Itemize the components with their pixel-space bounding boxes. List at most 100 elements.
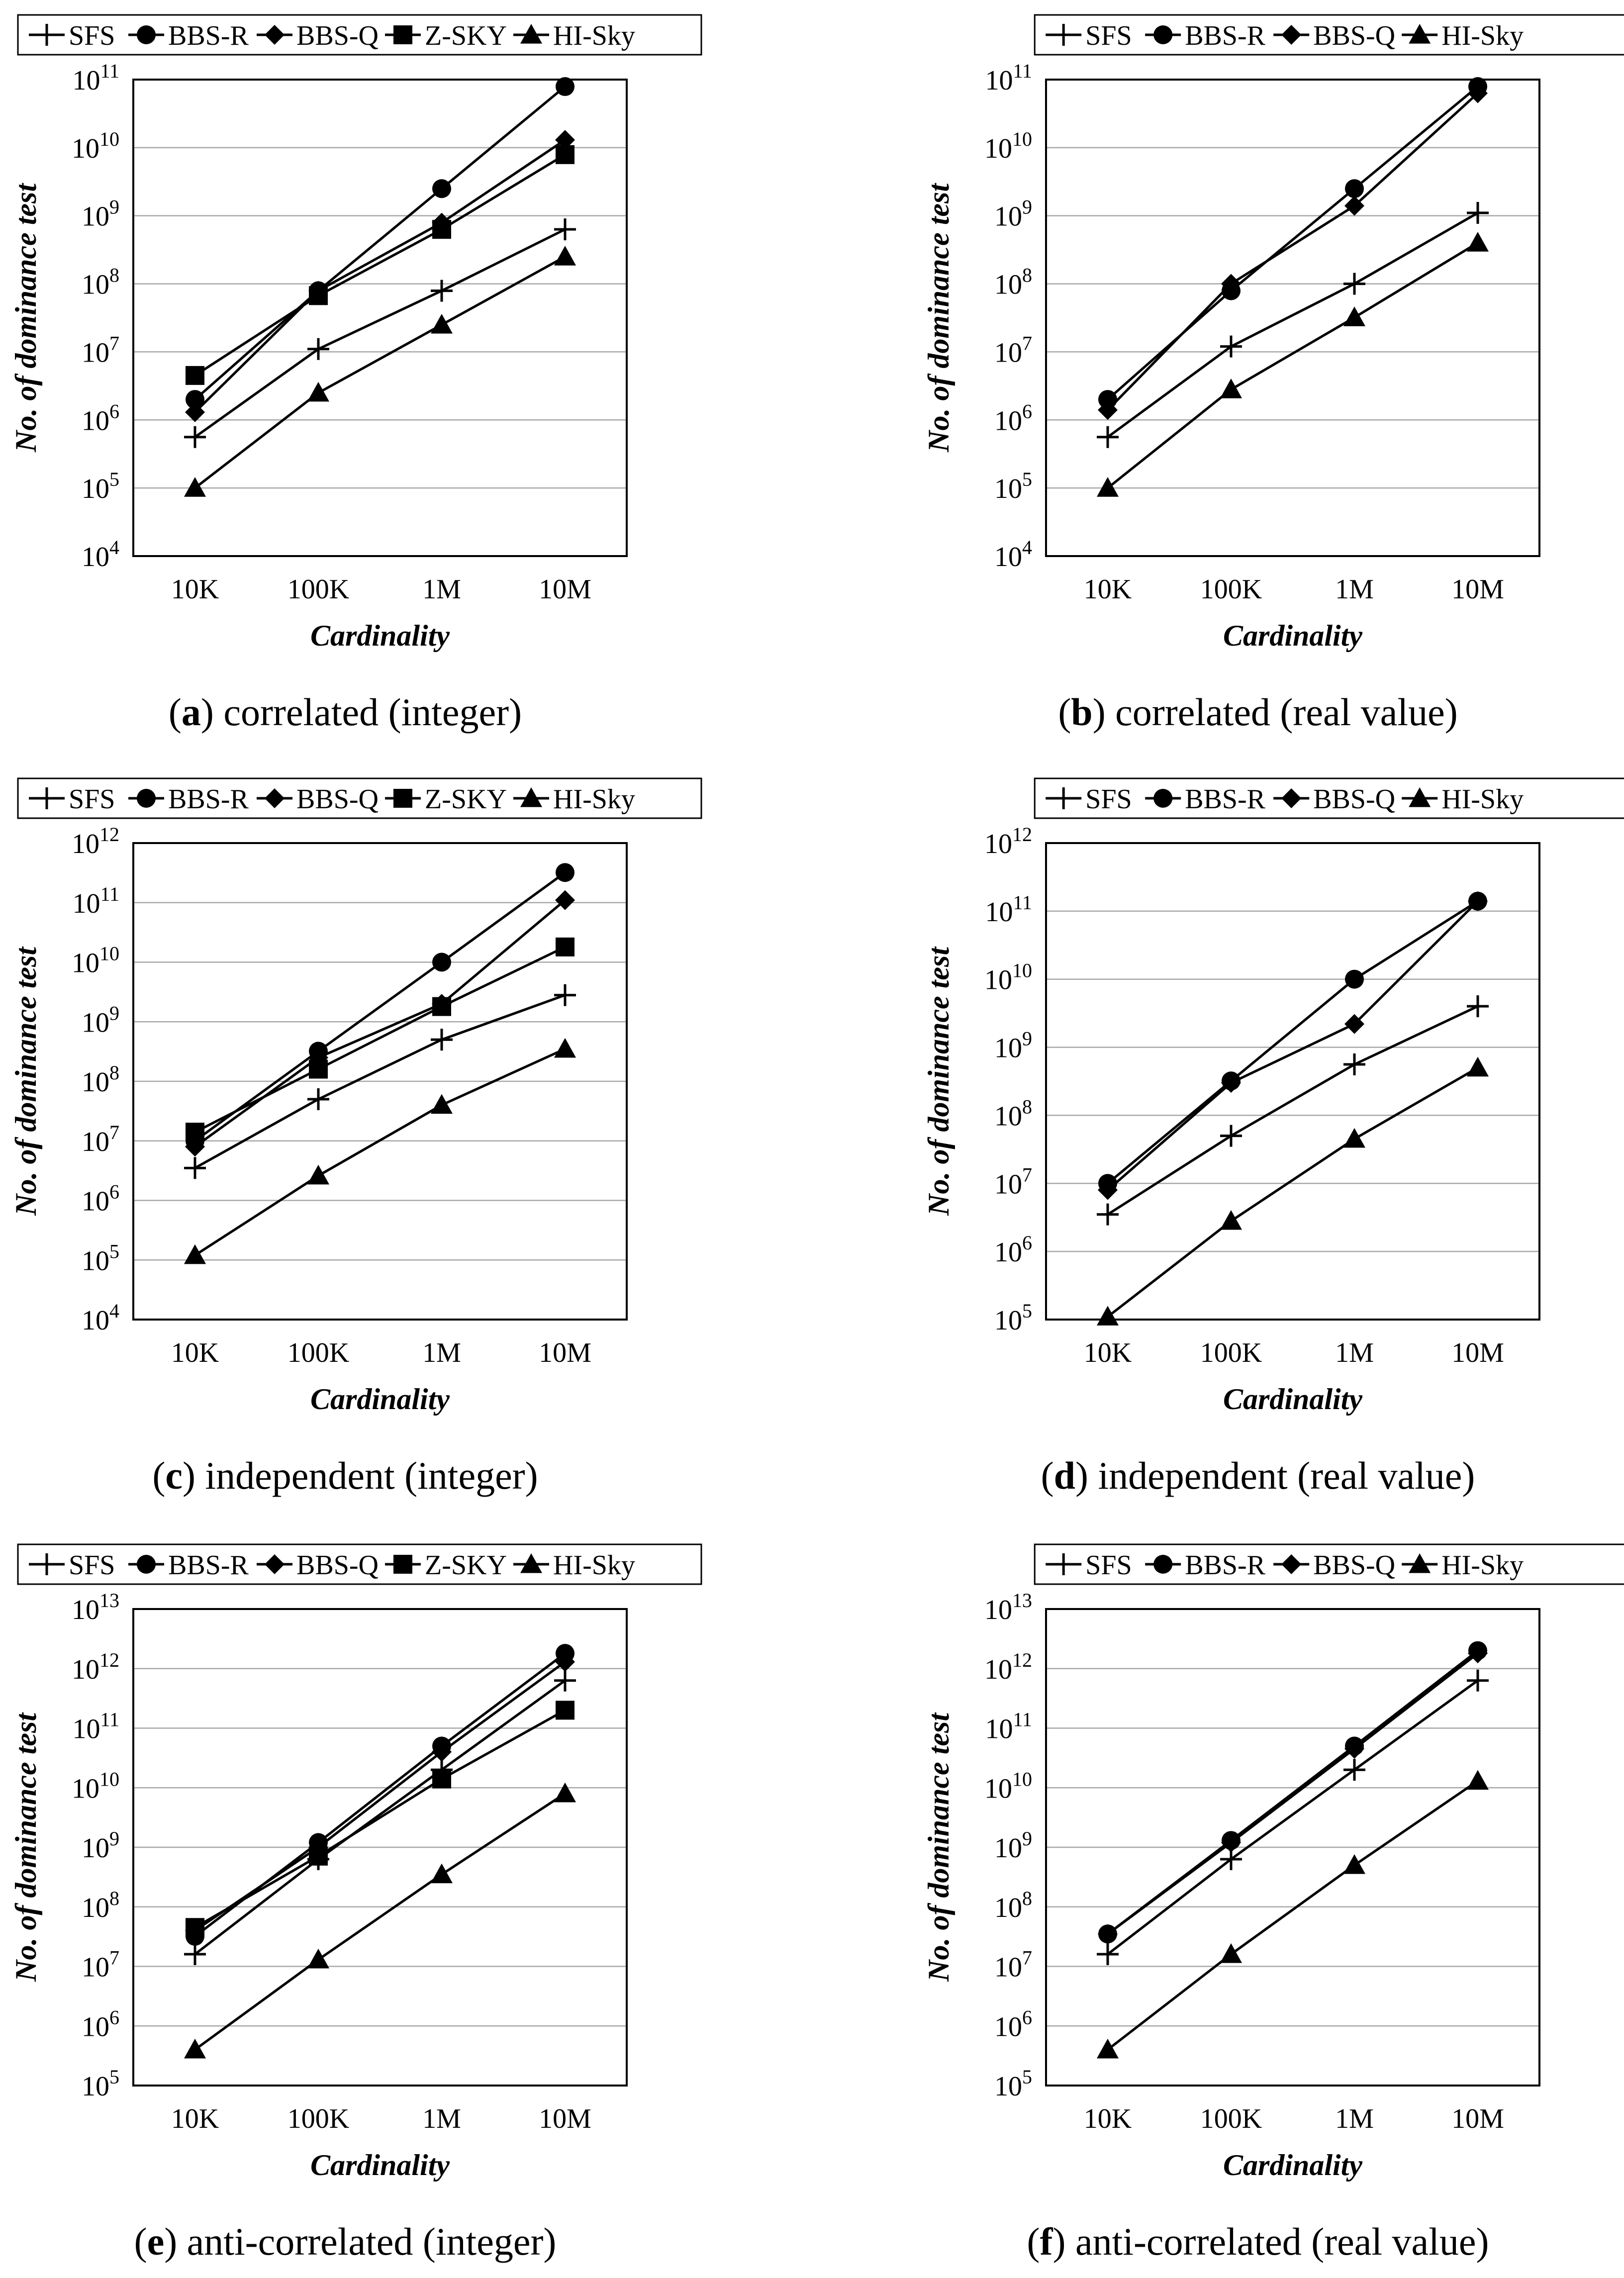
- data-point: [307, 1164, 329, 1185]
- x-tick-label: 1M: [1335, 1337, 1374, 1368]
- plot-area-border: [132, 842, 628, 1321]
- legend-box: [1034, 777, 1624, 819]
- data-point: [1098, 1180, 1118, 1200]
- y-tick-label: 106: [994, 1232, 1032, 1268]
- y-tick-label: 106: [82, 2006, 119, 2042]
- data-point: [431, 313, 453, 334]
- legend-marker: [1153, 1555, 1173, 1574]
- y-tick-label: 1010: [984, 1768, 1032, 1804]
- data-point: [1343, 273, 1365, 295]
- y-tick-label: 107: [994, 332, 1032, 368]
- y-tick-label: 109: [82, 196, 119, 232]
- data-point: [1098, 400, 1118, 420]
- y-tick-label: 108: [82, 264, 119, 300]
- data-point: [431, 1094, 453, 1114]
- legend-label: BBS-R: [168, 784, 249, 815]
- data-point: [554, 218, 576, 241]
- legend-marker: [1281, 1554, 1302, 1574]
- legend: SFS BBS-R BBS-Q Z-SKY HI-Sky: [17, 1543, 702, 1585]
- legend-marker: [1409, 1553, 1431, 1573]
- legend-marker: [137, 789, 156, 808]
- plot-area-border: [1045, 79, 1540, 557]
- series-Z-SKY: [186, 1701, 574, 1937]
- series-Z-SKY: [186, 145, 574, 385]
- data-point: [556, 937, 574, 956]
- series-SFS: [184, 984, 576, 1179]
- x-tick-label: 1M: [1335, 2103, 1374, 2134]
- data-point: [1098, 1924, 1118, 1944]
- y-tick-label: 1012: [984, 1649, 1032, 1685]
- data-point: [554, 1038, 576, 1058]
- y-tick-label: 1010: [984, 959, 1032, 996]
- data-point: [184, 477, 206, 497]
- x-tick-label: 10M: [539, 574, 591, 605]
- y-tick-label: 105: [82, 468, 119, 504]
- data-point: [185, 1137, 205, 1157]
- legend: SFS BBS-R BBS-Q HI-Sky: [1034, 14, 1624, 56]
- series-Z-SKY: [186, 937, 574, 1142]
- data-point: [1097, 426, 1119, 448]
- data-point: [184, 1943, 206, 1966]
- legend-label: HI-Sky: [553, 1550, 635, 1581]
- series-line: [1107, 1652, 1479, 1935]
- y-tick-label: 1012: [72, 1649, 119, 1685]
- y-tick-label: 1012: [984, 823, 1032, 859]
- data-point: [309, 286, 328, 305]
- data-point: [1220, 379, 1242, 398]
- series-SFS: [1097, 202, 1489, 448]
- legend-marker: [1153, 25, 1173, 44]
- series-line: [1107, 242, 1479, 489]
- series-HI-Sky: [184, 1782, 576, 2059]
- y-tick-label: 1010: [984, 128, 1032, 164]
- chart-panel-e: 105 106 107 108 109 1010 1011 1012 1013 10K 100K 1M…: [0, 1529, 711, 2278]
- x-tick-label: 10M: [539, 2103, 591, 2134]
- y-tick-label: 1010: [72, 1768, 119, 1804]
- chart-panel-a: 104 105 106 107 108 109 1010 1011 10K 100K 1M 10M Ca…: [0, 0, 711, 749]
- legend-label: SFS: [69, 20, 115, 51]
- panel-caption: (b) correlated (real value): [1058, 690, 1457, 734]
- y-axis-title: No. of dominance test: [9, 946, 42, 1216]
- panel-caption: (c) independent (integer): [152, 1454, 538, 1497]
- series-line: [194, 153, 566, 377]
- series-line: [1107, 92, 1479, 411]
- legend-marker: [137, 1555, 156, 1574]
- y-tick-label: 108: [82, 1061, 119, 1098]
- x-tick-label: 1M: [422, 574, 461, 605]
- series-line: [194, 139, 566, 413]
- legend-label: Z-SKY: [425, 784, 507, 815]
- plot-area-border: [132, 79, 628, 557]
- legend-marker: [520, 1553, 542, 1573]
- data-point: [1343, 306, 1365, 326]
- data-point: [432, 952, 451, 972]
- chart-panel-c: 104 105 106 107 108 109 1010 1011 1012 10K 100K 1M 1…: [0, 763, 711, 1512]
- data-point: [554, 1669, 576, 1692]
- series-line: [194, 1047, 566, 1256]
- data-point: [555, 1652, 575, 1672]
- series-line: [1107, 900, 1479, 1185]
- legend-label: BBS-Q: [1313, 20, 1395, 51]
- series-line: [194, 1661, 566, 1932]
- series-BBS-Q: [1098, 1643, 1488, 1944]
- data-point: [309, 1846, 328, 1866]
- legend-marker: [1409, 787, 1431, 807]
- legend-label: Z-SKY: [425, 1550, 507, 1581]
- legend-marker: [1153, 789, 1173, 808]
- y-tick-label: 1011: [72, 60, 119, 96]
- panel-caption: (f) anti-correlated (real value): [1027, 2220, 1489, 2263]
- legend-label: SFS: [69, 784, 115, 815]
- y-tick-label: 108: [82, 1887, 119, 1923]
- legend-label: BBS-R: [168, 20, 249, 51]
- data-point: [1467, 1770, 1489, 1790]
- data-point: [1343, 1053, 1365, 1076]
- y-tick-label: 109: [994, 1028, 1032, 1064]
- series-HI-Sky: [1097, 1770, 1489, 2059]
- y-axis-title: No. of dominance test: [922, 1712, 955, 1982]
- x-tick-label: 100K: [1200, 2103, 1262, 2134]
- data-point: [307, 381, 329, 402]
- data-point: [432, 220, 451, 239]
- data-point: [1221, 1073, 1241, 1093]
- chart-svg-b: 104 105 106 107 108 109 1010 1011 10K 100K 1M 10M Ca…: [922, 14, 1624, 734]
- data-point: [1344, 195, 1364, 216]
- x-tick-label: 10M: [539, 1337, 591, 1368]
